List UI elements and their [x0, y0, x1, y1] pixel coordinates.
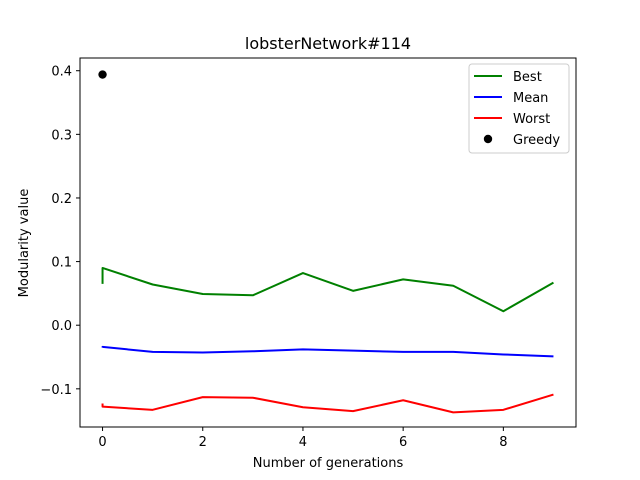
best-line [101, 266, 554, 313]
y-tick-label: 0.1 [51, 256, 72, 271]
worst-line [101, 393, 554, 414]
x-tick-label: 2 [199, 435, 207, 450]
legend-label-worst: Worst [513, 112, 550, 127]
y-axis-label: Modularity value [17, 189, 32, 298]
y-tick-label: −0.1 [40, 383, 72, 398]
legend: Best Mean Worst Greedy [468, 63, 570, 154]
y-tick-label: 0.0 [51, 319, 72, 334]
y-tick-label: 0.4 [51, 65, 72, 80]
axes-frame [79, 57, 577, 428]
legend-label-mean: Mean [513, 91, 548, 106]
y-tick-label: 0.3 [51, 128, 72, 143]
chart-title: lobsterNetwork#114 [245, 34, 411, 53]
x-tick-label: 0 [98, 435, 106, 450]
y-tick-label: 0.2 [51, 192, 72, 207]
x-tick-label: 6 [399, 435, 407, 450]
legend-marker-greedy [483, 134, 493, 144]
x-tick-label: 4 [299, 435, 307, 450]
legend-label-greedy: Greedy [513, 133, 560, 148]
greedy-point [98, 70, 107, 79]
mean-line [101, 345, 554, 358]
legend-label-best: Best [513, 70, 542, 85]
x-tick-label: 8 [499, 435, 507, 450]
x-axis-label: Number of generations [253, 456, 404, 471]
legend-box [468, 63, 570, 154]
plot-area: 0 2 4 6 8 −0.1 0.0 0.1 0.2 0.3 0.4 [40, 57, 577, 450]
